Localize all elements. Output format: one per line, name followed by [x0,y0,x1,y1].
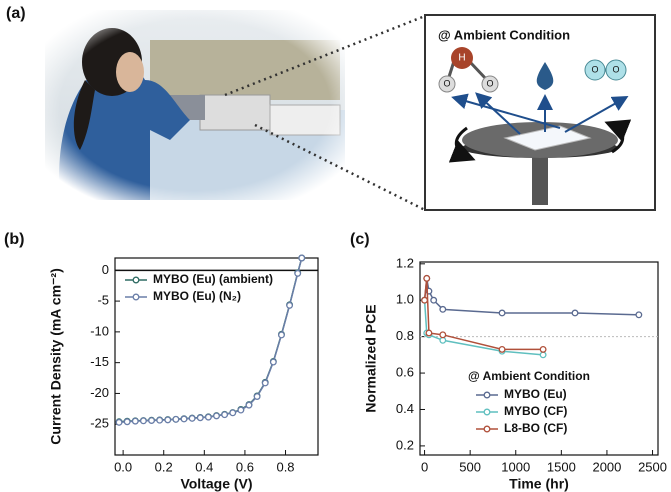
panel-label: (c) [350,231,370,248]
data-point [439,305,447,313]
plot-frame [419,261,659,456]
x-tick-label: 0.4 [195,459,213,474]
series-line [423,278,639,316]
data-point [245,401,253,409]
data-point [164,416,172,424]
data-point [425,329,433,337]
data-point [269,358,277,366]
x-axis-label: Time (hr) [509,476,569,492]
data-point [635,311,643,319]
legend-label: MYBO (Eu) (N₂) [153,289,241,303]
panel-label: (a) [6,5,26,22]
atom-label: O [486,78,493,88]
x-tick-label: 0.0 [114,459,132,474]
data-point [213,412,220,420]
data-point [539,351,547,359]
data-point [571,309,579,317]
x-tick-label: 1000 [501,459,530,474]
data-point [278,331,285,339]
diagram-title: @ Ambient Condition [438,27,570,42]
plot-frame [114,257,319,456]
legend-marker [132,293,140,301]
legend-label: MYBO (Eu) [504,387,567,401]
y-axis-label: Current Density (mA cm⁻²) [48,268,64,444]
data-point [294,269,302,277]
atom-label: H [458,53,465,64]
data-point [115,418,123,426]
data-point [253,393,261,400]
y-tick-label: 1.2 [396,255,414,270]
data-point [172,415,180,423]
data-point [498,309,506,317]
y-tick-label: 0.2 [396,437,414,452]
x-tick-label: 2500 [638,459,667,474]
y-axis-label: Normalized PCE [363,304,379,412]
y-tick-label: -25 [90,416,109,431]
data-point [439,336,447,344]
data-point [421,296,429,304]
data-point [196,414,204,422]
y-tick-label: 0 [102,262,109,277]
atom-label: O [612,64,619,74]
data-point [156,416,164,424]
legend-marker [483,425,491,433]
data-point [188,414,196,422]
y-tick-label: 0.4 [396,401,414,416]
y-tick-label: 0.6 [396,365,414,380]
y-tick-label: 0.8 [396,328,414,343]
lab-photo [45,10,345,200]
x-tick-label: 0.2 [155,459,173,474]
x-tick-label: 2000 [592,459,621,474]
data-point [180,415,188,423]
legend-title: @ Ambient Condition [468,369,590,383]
legend-label: MYBO (CF) [504,404,567,418]
panel-label: (b) [4,231,24,248]
data-point [229,409,237,417]
legend-label: MYBO (Eu) (ambient) [153,272,273,286]
data-point [286,301,294,309]
y-tick-label: -15 [90,354,109,369]
data-point [261,379,269,387]
x-tick-label: 0.8 [276,459,294,474]
data-point [430,296,438,304]
data-point [298,254,306,262]
y-tick-label: -10 [90,323,109,338]
data-point [221,411,229,419]
data-point [148,417,155,424]
x-tick-label: 0.6 [236,459,254,474]
ambient-diagram: @ Ambient Condition H O O O O [424,14,656,211]
atom-label: O [443,78,450,88]
series-line [423,300,544,356]
x-tick-label: 0 [421,459,428,474]
data-point [139,417,147,425]
zoom-line [254,123,426,212]
legend-marker [132,276,140,284]
data-point [439,331,447,339]
data-point [498,345,506,353]
x-tick-label: 1500 [547,459,576,474]
data-point [204,413,212,421]
data-point [123,418,131,426]
series-line [423,278,544,351]
y-tick-label: 1.0 [396,292,414,307]
legend-marker [483,408,491,416]
x-axis-label: Voltage (V) [180,476,252,492]
legend-label: L8-BO (CF) [504,421,567,435]
data-point [131,417,139,425]
data-point [423,274,431,282]
y-tick-label: -5 [97,293,109,308]
legend-marker [483,391,491,399]
data-point [539,345,547,353]
x-tick-label: 500 [459,459,481,474]
y-tick-label: -20 [90,385,109,400]
data-point [237,406,245,414]
atom-label: O [591,64,598,74]
